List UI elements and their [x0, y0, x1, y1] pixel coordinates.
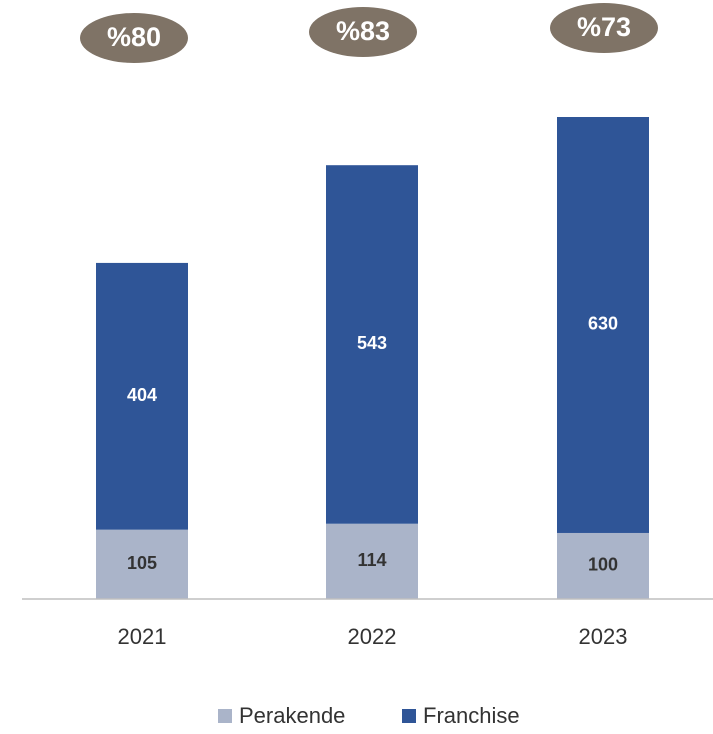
data-label: 630	[588, 314, 618, 334]
data-label: 404	[127, 385, 157, 405]
bar-segment	[557, 532, 649, 599]
annotation-badge	[550, 3, 658, 53]
bar-segment	[326, 523, 418, 599]
x-tick-label: 2022	[348, 624, 397, 649]
bar-segment	[326, 165, 418, 524]
annotation: %73	[577, 12, 631, 42]
legend-swatch	[402, 709, 416, 723]
legend-label: Perakende	[239, 703, 345, 728]
data-label: 114	[357, 550, 386, 570]
legend-swatch	[218, 709, 232, 723]
annotation: %83	[336, 16, 390, 46]
annotation-badge	[80, 13, 188, 63]
bar-segment	[96, 529, 188, 599]
data-label: 543	[357, 333, 387, 353]
x-tick-label: 2023	[579, 624, 628, 649]
data-label: 100	[588, 555, 618, 575]
x-tick-label: 2021	[118, 624, 167, 649]
annotation: %80	[107, 22, 161, 52]
annotation-badge	[309, 7, 417, 57]
bar-segment	[96, 262, 188, 530]
bar-segment	[557, 117, 649, 533]
data-label: 105	[127, 553, 157, 573]
legend-label: Franchise	[423, 703, 520, 728]
